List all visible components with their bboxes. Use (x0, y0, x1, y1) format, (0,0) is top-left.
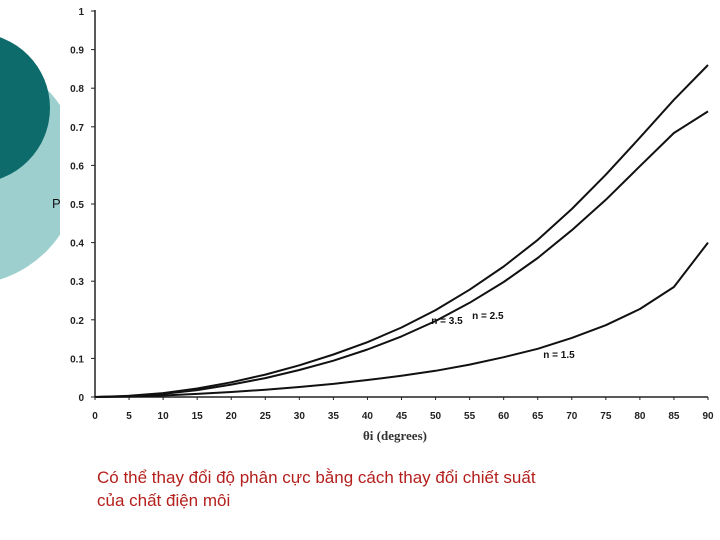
x-tick-label: 65 (532, 411, 544, 422)
x-tick-label: 90 (702, 411, 714, 422)
x-tick-label: 10 (158, 411, 170, 422)
x-tick-label: 70 (566, 411, 578, 422)
x-tick-label: 15 (192, 411, 204, 422)
inner-circle (0, 37, 50, 179)
y-tick-label: 0.9 (70, 46, 84, 57)
y-axis-ticks: 0 0.1 0.2 0.3 0.4 0.5 0.6 0.7 0.8 0.9 1 (70, 7, 95, 404)
polarization-chart: 0 0.1 0.2 0.3 0.4 0.5 0.6 0.7 0.8 0.9 1 0 5 10 15 20 25… (52, 7, 714, 443)
y-tick-label: 0.1 (70, 354, 84, 365)
y-tick-label: 0.2 (70, 316, 84, 327)
series-line (94, 110, 709, 398)
y-tick-label: 0.4 (70, 239, 84, 250)
x-tick-label: 25 (260, 411, 272, 422)
caption-text: Có thể thay đổi độ phân cực bằng cách th… (97, 466, 697, 512)
series-lines (94, 64, 709, 398)
x-tick-label: 5 (126, 411, 132, 422)
x-tick-label: 45 (396, 411, 408, 422)
y-tick-label: 0.3 (70, 277, 84, 288)
x-tick-label: 55 (464, 411, 476, 422)
y-tick-label: 1 (78, 7, 84, 18)
plot-frame (94, 10, 708, 398)
x-tick-label: 75 (600, 411, 612, 422)
series-line (94, 64, 709, 398)
x-tick-label: 50 (430, 411, 442, 422)
x-tick-label: 20 (226, 411, 238, 422)
x-axis-ticks: 0 5 10 15 20 25 30 35 40 45 50 55 60 65 70 75 80 85 90 (92, 397, 714, 422)
caption-line-1: Có thể thay đổi độ phân cực bằng cách th… (97, 468, 536, 487)
caption-line-2: của chất điện môi (97, 491, 231, 510)
x-tick-label: 35 (328, 411, 340, 422)
series-label: n = 1.5 (543, 350, 575, 361)
y-tick-label: 0.6 (70, 161, 84, 172)
y-tick-label: 0.7 (70, 123, 84, 134)
x-tick-label: 60 (498, 411, 510, 422)
y-tick-label: 0 (78, 393, 84, 404)
x-tick-label: 85 (668, 411, 680, 422)
x-tick-label: 30 (294, 411, 306, 422)
decorative-circles (0, 37, 60, 280)
series-line (94, 241, 709, 398)
y-tick-label: 0.5 (70, 200, 84, 211)
series-labels: n = 3.5 n = 2.5 n = 1.5 (431, 311, 575, 361)
x-tick-label: 40 (362, 411, 374, 422)
y-tick-label: 0.8 (70, 84, 84, 95)
y-axis-label: P (52, 196, 61, 211)
series-label: n = 3.5 (431, 316, 463, 327)
x-tick-label: 0 (92, 411, 98, 422)
x-axis-label: θi (degrees) (363, 428, 427, 443)
series-label: n = 2.5 (472, 311, 504, 322)
x-tick-label: 80 (634, 411, 646, 422)
